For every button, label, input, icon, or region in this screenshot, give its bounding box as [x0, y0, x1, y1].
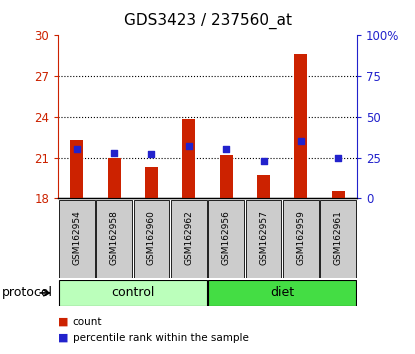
FancyBboxPatch shape — [246, 200, 281, 278]
Text: protocol: protocol — [2, 286, 53, 299]
Text: GSM162956: GSM162956 — [222, 210, 231, 265]
FancyBboxPatch shape — [59, 280, 207, 306]
Bar — [220, 155, 233, 198]
FancyBboxPatch shape — [134, 200, 169, 278]
Text: GSM162960: GSM162960 — [147, 210, 156, 265]
Bar — [294, 55, 308, 198]
Point — [223, 147, 229, 152]
Text: percentile rank within the sample: percentile rank within the sample — [73, 333, 249, 343]
Text: GSM162962: GSM162962 — [184, 210, 193, 265]
Bar — [257, 175, 270, 198]
Text: control: control — [111, 286, 154, 299]
Text: GSM162959: GSM162959 — [296, 210, 305, 265]
Bar — [182, 119, 195, 198]
FancyBboxPatch shape — [171, 200, 207, 278]
Bar — [107, 158, 121, 198]
FancyBboxPatch shape — [208, 280, 356, 306]
Bar — [145, 167, 158, 198]
Point — [298, 138, 304, 144]
Text: GSM162954: GSM162954 — [72, 210, 81, 265]
Point — [260, 158, 267, 164]
Point — [335, 155, 342, 160]
Point — [111, 150, 117, 155]
Text: ■: ■ — [58, 317, 68, 327]
Text: count: count — [73, 317, 102, 327]
Text: GSM162961: GSM162961 — [334, 210, 343, 265]
Bar — [70, 140, 83, 198]
Text: ■: ■ — [58, 333, 68, 343]
FancyBboxPatch shape — [320, 200, 356, 278]
Text: GDS3423 / 237560_at: GDS3423 / 237560_at — [124, 12, 291, 29]
FancyBboxPatch shape — [208, 200, 244, 278]
Point — [73, 147, 80, 152]
Bar — [332, 192, 345, 198]
Text: diet: diet — [270, 286, 294, 299]
FancyBboxPatch shape — [283, 200, 319, 278]
Text: GSM162957: GSM162957 — [259, 210, 268, 265]
Point — [148, 152, 155, 157]
Point — [186, 143, 192, 149]
FancyBboxPatch shape — [59, 200, 95, 278]
FancyBboxPatch shape — [96, 200, 132, 278]
Text: GSM162958: GSM162958 — [110, 210, 119, 265]
